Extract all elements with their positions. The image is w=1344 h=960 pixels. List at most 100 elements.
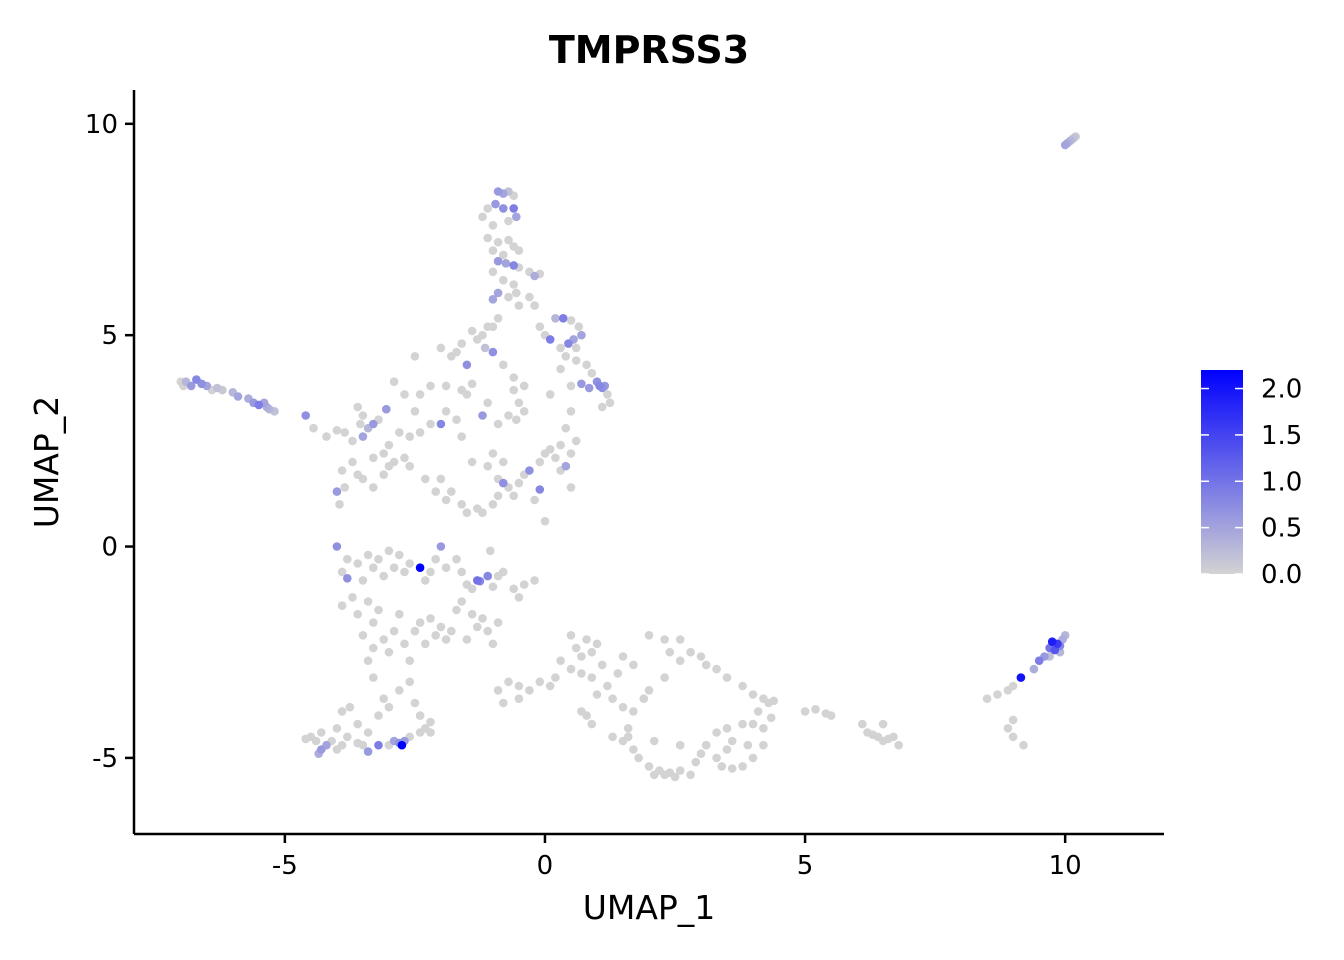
y-tick-label: 10 [85,110,118,140]
cell-point [473,622,482,632]
cell-point [317,728,326,737]
cell-point [410,698,420,708]
cell-point [462,360,472,370]
cell-point [462,508,472,517]
cell-point [675,635,685,644]
cell-point [551,453,560,463]
cell-point [509,584,518,594]
cell-point [415,563,425,572]
cell-point [504,677,513,687]
cell-point [499,275,508,285]
cell-point [363,656,373,665]
cell-point [488,221,498,230]
cell-point [675,766,685,775]
cell-point [1008,715,1018,725]
cell-point [889,732,898,742]
cell-point [571,356,581,365]
cell-point [759,724,768,733]
cell-point [379,635,389,644]
cell-point [561,352,571,361]
cell-point [584,383,594,393]
cell-point [369,483,378,492]
cell-point [483,626,493,636]
cell-point [426,728,435,737]
cell-point [356,419,365,429]
cell-point [493,237,503,247]
colorbar-ticks: 0.0 0.5 1.0 1.5 2.0 [1201,375,1302,590]
cell-point [613,669,623,678]
cell-point [514,681,524,691]
cell-point [395,686,404,695]
cell-point [545,335,555,344]
cell-point [738,762,747,771]
cell-point [727,736,737,746]
cell-point [337,707,347,716]
cell-point [556,364,565,374]
cell-point [512,288,521,298]
cell-point [660,673,669,682]
cell-point [317,745,326,754]
cell-point [743,740,753,750]
cell-point [389,457,399,467]
cell-point [384,702,394,712]
cell-point [639,694,649,703]
colorbar-tick-label: 0.5 [1261,514,1302,544]
cell-point [400,453,409,463]
cell-point [337,601,347,610]
cell-point [769,696,779,706]
cell-point [301,411,311,420]
cell-point [431,554,441,564]
cell-point [332,426,342,435]
cell-point [603,390,612,399]
cell-point [478,330,487,340]
cell-point [504,235,513,245]
cell-point [514,694,524,703]
cell-point [530,301,539,310]
cell-point [397,740,407,750]
cell-point [564,339,573,348]
cell-point [467,584,477,594]
cell-point [701,740,711,750]
cell-point [309,423,318,433]
cell-point [493,491,503,501]
cell-point [382,404,391,414]
cell-point [384,440,394,450]
cell-point [587,647,597,657]
cell-point [499,250,508,260]
cell-point [421,576,430,585]
cell-point [525,466,534,475]
cell-point [1019,740,1028,750]
cell-point [504,292,513,302]
cell-point [415,618,425,627]
cell-point [811,705,820,714]
x-tick-label: -5 [272,851,298,881]
chart-title: TMPRSS3 [549,28,749,72]
cell-point [363,597,373,606]
cell-point [358,631,368,640]
cell-point [644,762,654,771]
cell-point [587,719,597,729]
cell-point [488,347,498,357]
cell-point [759,740,768,750]
cell-point [1008,681,1018,691]
cell-point [634,753,643,763]
cell-point [686,770,695,780]
cell-point [488,295,498,304]
cell-point [337,466,347,475]
cell-point [525,686,534,695]
cell-point [493,256,503,266]
cell-point [457,432,467,441]
cell-point [353,719,363,729]
cell-point [504,411,513,420]
cell-point [447,487,456,496]
cell-point [566,664,576,674]
cell-point [545,390,555,399]
cell-point [519,381,529,391]
cell-point [343,732,352,742]
cell-point [597,402,607,412]
cell-point [1003,724,1013,733]
cell-point [556,343,565,353]
cell-point [982,694,992,703]
cell-point [551,314,560,323]
cell-point [426,567,435,577]
